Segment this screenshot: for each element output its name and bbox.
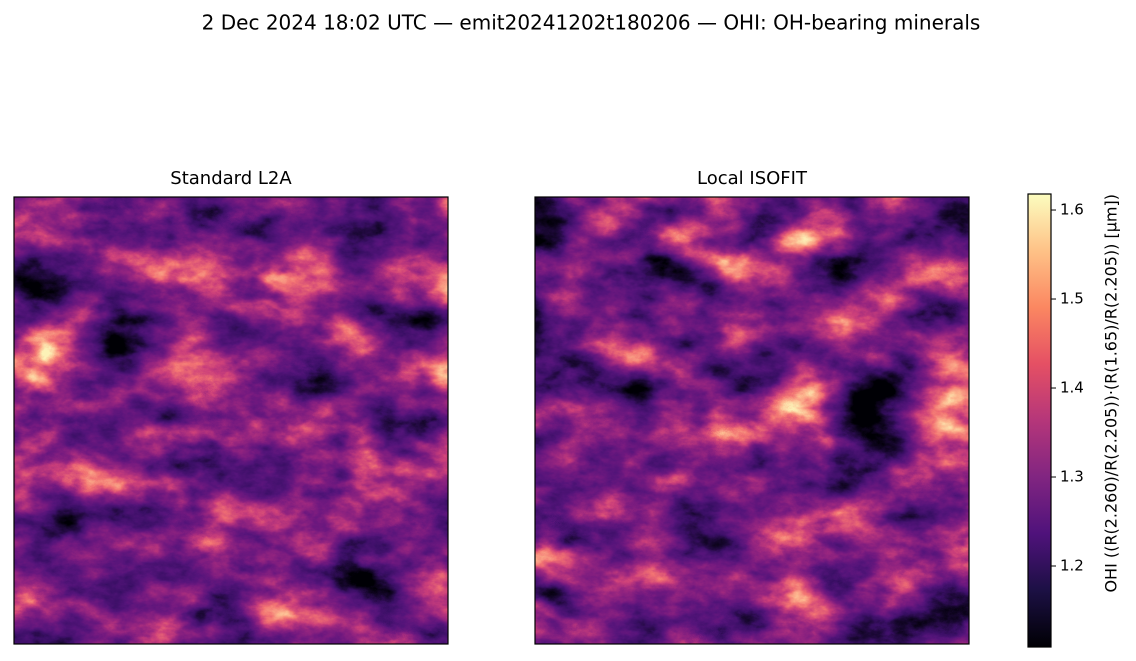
figure-title: 2 Dec 2024 18:02 UTC — emit20241202t1802…: [202, 11, 981, 35]
panel-frame: [534, 196, 970, 645]
colorbar-fill: [1027, 193, 1052, 648]
image-panel: [535, 197, 969, 644]
y-tick-label: 1.5: [1060, 290, 1084, 308]
y-tick-label: 1.2: [1060, 557, 1084, 575]
panel-title: Local ISOFIT: [697, 168, 808, 189]
image-panel: [14, 197, 448, 644]
y-tick-label: 1.3: [1060, 468, 1084, 486]
panel-title: Standard L2A: [170, 168, 292, 189]
panel-frame: [13, 196, 449, 645]
y-tick-label: 1.6: [1060, 201, 1084, 219]
colorbar: 1.2 1.3 1.4 1.5 1.6 OHI ((R(2.260)/R(2.205))·…: [1027, 193, 1121, 648]
colorbar-label: OHI ((R(2.260)/R(2.205))·(R(1.65)/R(2.20…: [1102, 194, 1121, 593]
y-tick-label: 1.4: [1060, 379, 1084, 397]
